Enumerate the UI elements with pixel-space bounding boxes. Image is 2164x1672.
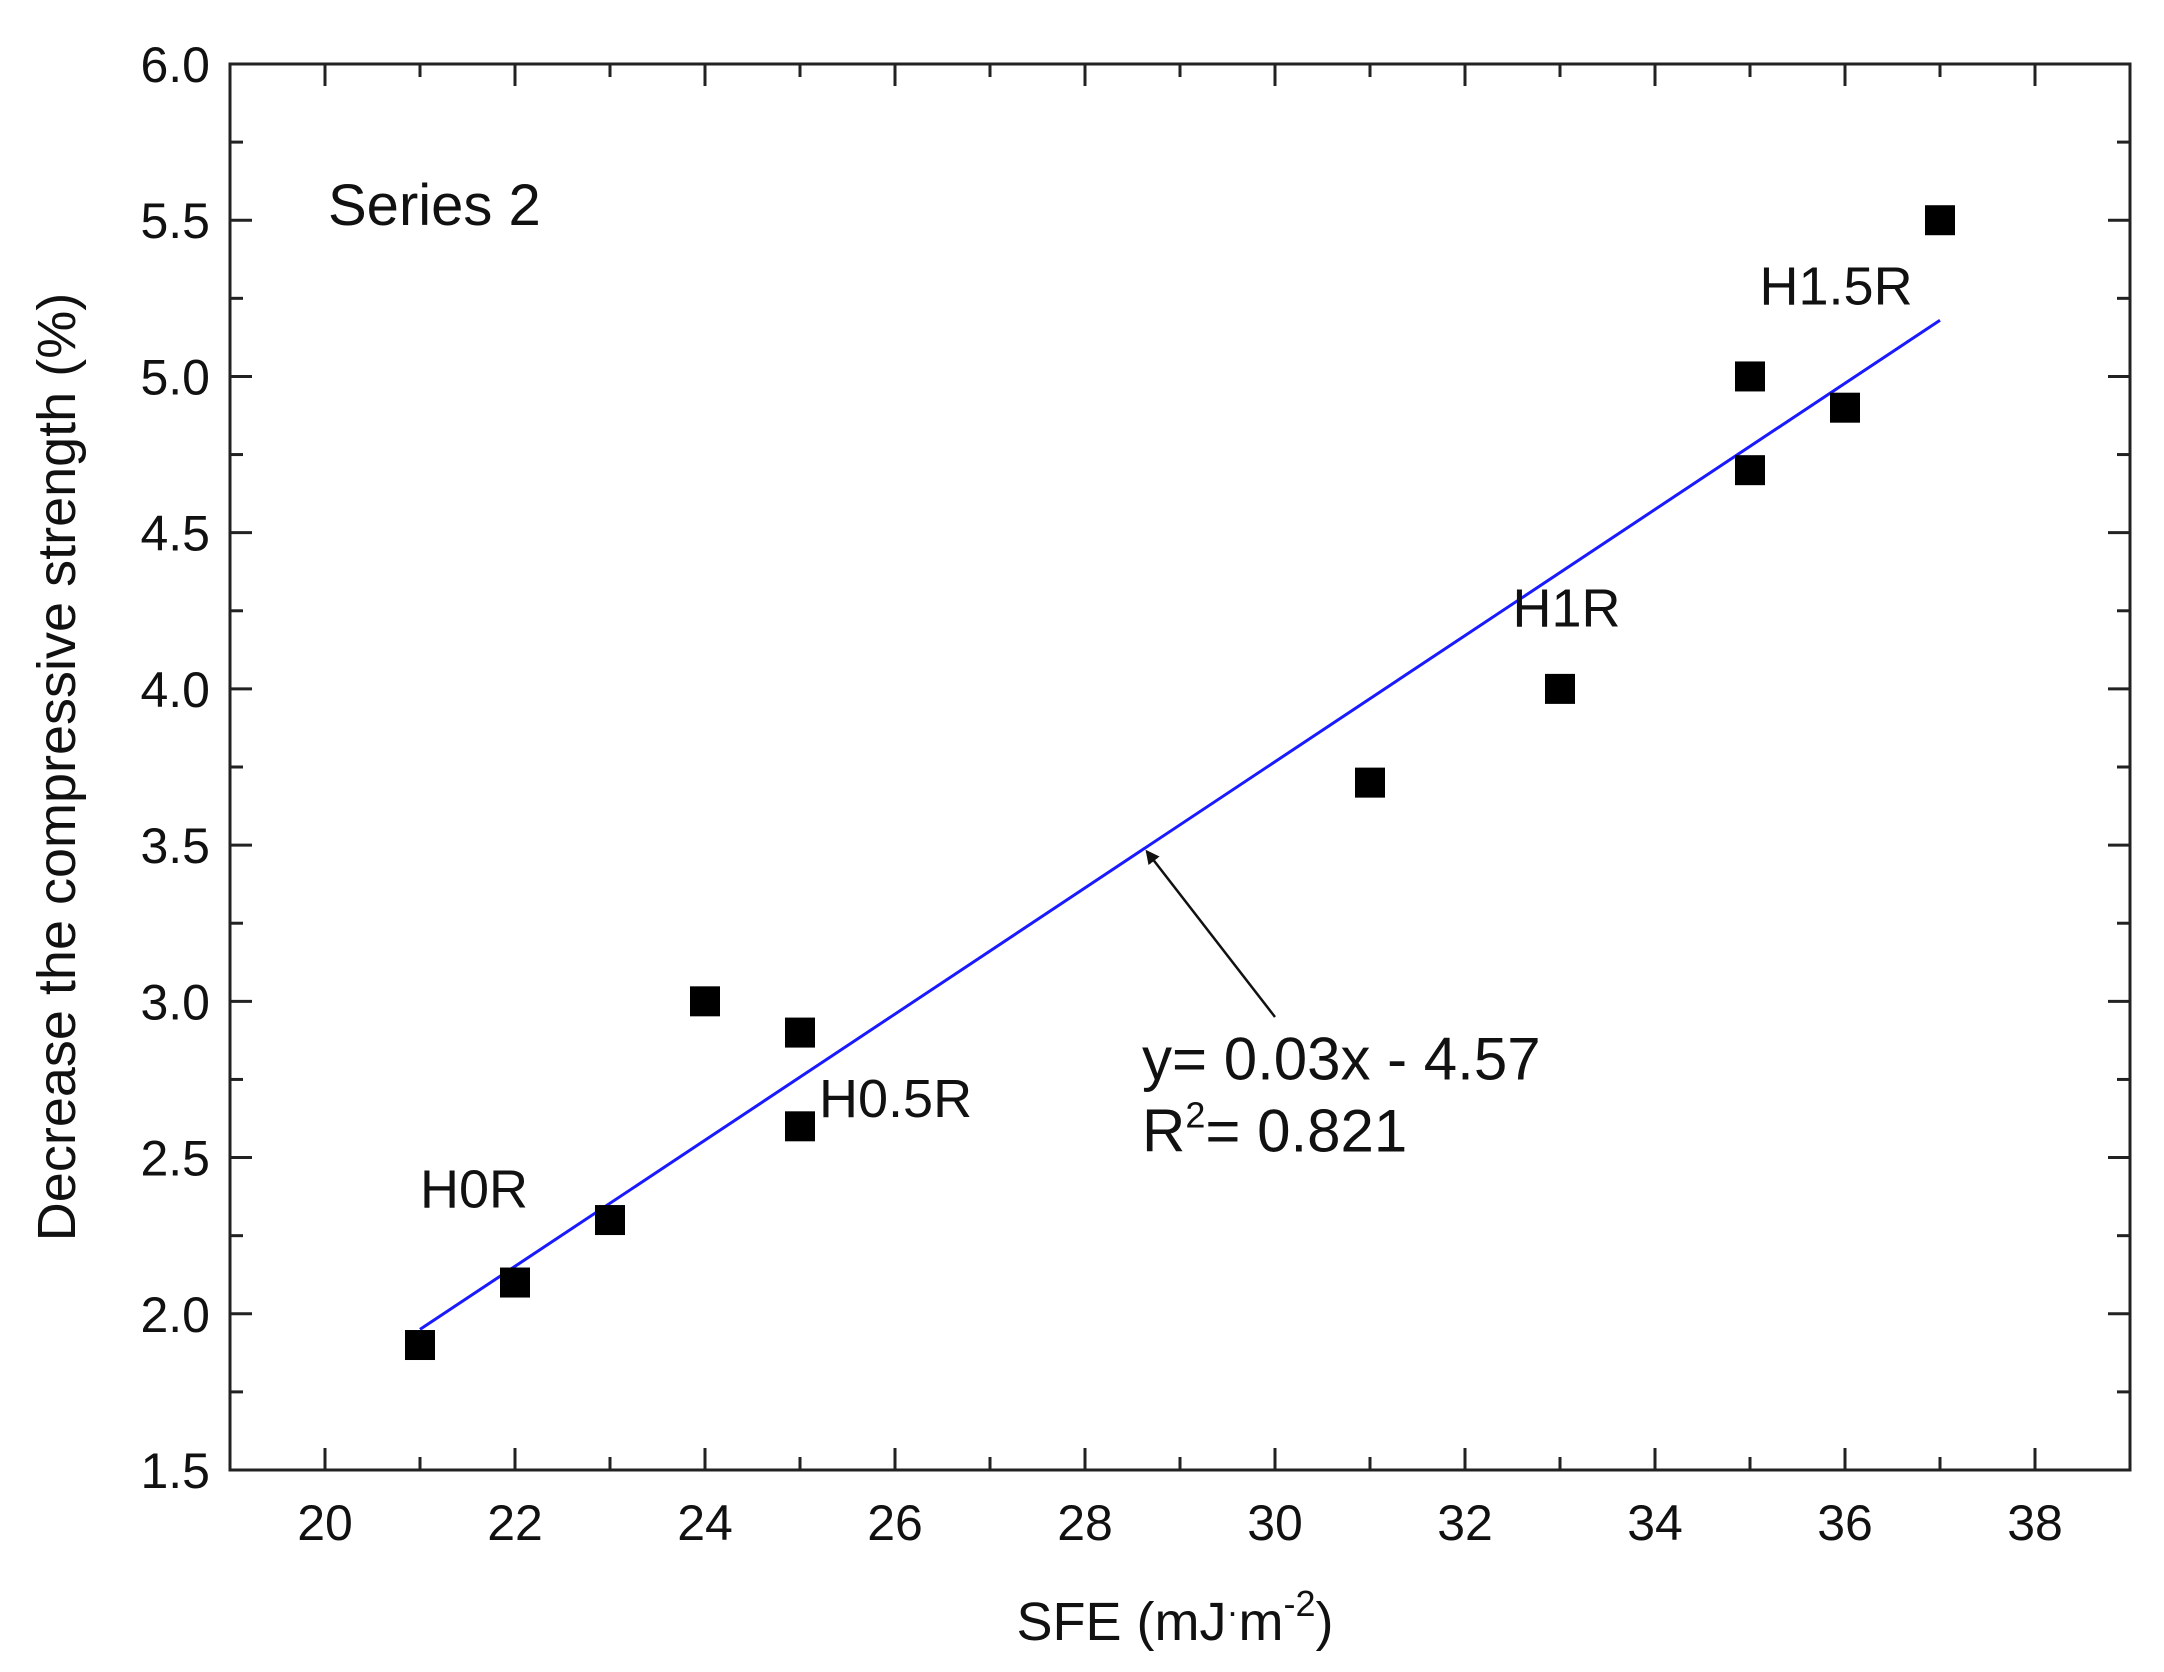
x-title-unit: m [1239,1592,1284,1652]
x-title-dot: · [1227,1591,1239,1632]
y-tick-label: 4.0 [140,662,210,718]
data-points [405,205,1955,1361]
r2-prefix: R [1142,1097,1185,1164]
data-point-square [1545,673,1575,704]
data-point-square [690,986,720,1017]
x-tick-label: 36 [1817,1495,1873,1551]
x-tick-label: 34 [1627,1495,1683,1551]
data-point-square [500,1267,530,1298]
x-title-main: SFE (mJ [1017,1592,1227,1652]
data-point-square [1830,392,1860,423]
data-point-square [1925,205,1955,236]
r2-value: = 0.821 [1205,1097,1407,1164]
x-tick-label: 30 [1247,1495,1303,1551]
y-tick-label: 5.0 [140,349,210,405]
y-tick-label: 2.5 [140,1131,210,1187]
y-tick-label: 1.5 [140,1443,210,1499]
x-title-close: ) [1316,1592,1334,1652]
y-tick-label: 3.0 [140,974,210,1030]
x-tick-label: 28 [1057,1495,1113,1551]
x-tick-label: 38 [2007,1495,2063,1551]
r2-superscript: 2 [1185,1094,1205,1135]
x-tick-label: 22 [487,1495,543,1551]
point-annotation: H1.5R [1760,257,1913,317]
y-tick-label: 4.5 [140,506,210,562]
y-axis-tick-labels: 1.5 2.0 2.5 3.0 3.5 4.0 4.5 5.0 5.5 6.0 [140,37,210,1499]
x-axis-tick-labels: 20 22 24 26 28 30 32 34 36 38 [297,1495,2063,1551]
x-tick-label: 24 [677,1495,733,1551]
regression-line [419,318,1941,1331]
y-tick-label: 3.5 [140,818,210,874]
x-tick-label: 32 [1437,1495,1493,1551]
x-title-superscript: -2 [1283,1583,1315,1624]
x-tick-label: 26 [867,1495,923,1551]
y-tick-label: 5.5 [140,193,210,249]
y-axis-title: Decrease the compressive strength (%) [27,293,87,1241]
data-point-square [1735,361,1765,392]
x-tick-label: 20 [297,1495,353,1551]
data-point-square [405,1330,435,1361]
data-point-square [785,1017,815,1048]
point-annotation: H1R [1513,578,1621,638]
point-annotation: H0.5R [819,1069,972,1129]
series-label: Series 2 [328,173,541,238]
equation-arrow [1145,849,1276,1018]
data-point-square [785,1111,815,1142]
point-annotation: H0R [420,1160,528,1220]
data-point-square [1355,767,1385,798]
y-axis-ticks [230,62,2130,1472]
y-tick-label: 2.0 [140,1287,210,1343]
data-point-square [1735,455,1765,486]
regression-equation: y= 0.03x - 4.57 [1142,1025,1541,1092]
x-axis-ticks [228,64,2132,1470]
y-tick-label: 6.0 [140,37,210,93]
data-point-square [595,1205,625,1236]
r-squared-label: R2= 0.821 [1142,1094,1407,1164]
x-axis-title: SFE (mJ·m-2) [1017,1583,1334,1652]
point-annotations: H0R H0.5R H1R H1.5R [420,257,1913,1220]
